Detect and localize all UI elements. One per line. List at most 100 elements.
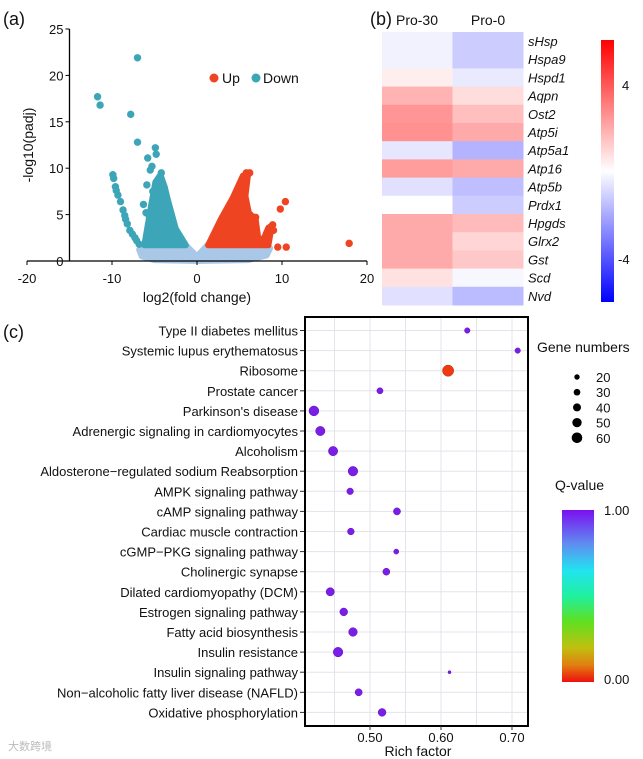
down-point [110, 174, 118, 183]
heatmap-col-label: Pro-0 [471, 12, 505, 28]
down-points-region [141, 171, 189, 249]
down-point [116, 197, 125, 206]
size-legend-label: 60 [596, 431, 610, 446]
heatmap-col-label: Pro-30 [396, 12, 438, 28]
size-legend-label: 20 [596, 370, 610, 385]
category-label: Dilated cardiomyopathy (DCM) [120, 585, 298, 600]
heatmap-cell [452, 177, 524, 197]
category-label: cGMP−PKG signaling pathway [120, 545, 299, 560]
size-legend-label: 30 [596, 385, 610, 400]
gene-label: Nvd [528, 289, 552, 304]
up-point [246, 169, 254, 177]
bubble-point [333, 647, 344, 658]
heatmap-cell [452, 86, 524, 106]
bubble-point [325, 587, 335, 597]
volcano-plot: 25 20 15 10 5 0 -20 -10 0 10 20 [18, 22, 375, 286]
bubble-point [447, 670, 452, 674]
panel-label-c: (c) [3, 322, 24, 342]
x-tick-label: -20 [18, 271, 37, 286]
plot-background [305, 317, 528, 726]
category-label: AMPK signaling pathway [154, 484, 298, 499]
down-point [114, 191, 122, 199]
up-point [269, 226, 278, 235]
y-tick-label: 10 [49, 161, 63, 176]
category-label: Cholinergic synapse [181, 565, 298, 580]
x-tick-label: -10 [103, 271, 122, 286]
gene-label: Hspa9 [528, 52, 566, 67]
down-point [143, 181, 151, 189]
heatmap-cell [382, 123, 453, 142]
up-point [250, 219, 258, 227]
down-point [133, 138, 142, 146]
bubble-point [514, 347, 521, 354]
colorbar-tick: -4 [618, 252, 630, 267]
category-label: Insulin signaling pathway [153, 665, 298, 680]
volcano-y-label: -log10(padj) [20, 108, 36, 183]
up-point [263, 229, 271, 237]
y-tick-label: 0 [56, 254, 63, 269]
gene-label: Hspd1 [528, 70, 566, 85]
heatmap-cell [452, 50, 524, 69]
category-label: Oxidative phosphorylation [148, 705, 298, 720]
gene-label: Ost2 [528, 107, 556, 122]
x-tick-label: 0.60 [428, 730, 453, 745]
heatmap-cell [382, 232, 453, 251]
panel-label-a: (a) [3, 9, 25, 29]
bubble-point [347, 527, 355, 536]
down-point [151, 144, 160, 152]
y-tick-label: 15 [49, 115, 63, 130]
down-point [157, 169, 165, 177]
up-point [251, 213, 260, 222]
category-label: Estrogen signaling pathway [139, 605, 298, 620]
down-point [152, 150, 160, 158]
down-point [135, 240, 143, 248]
up-point [345, 239, 353, 248]
heatmap-cell [382, 286, 453, 306]
x-tick-label: 10 [275, 271, 289, 286]
bubble-point [377, 708, 387, 717]
size-legend-marker [572, 417, 582, 428]
down-point [146, 166, 154, 174]
bubble-point [382, 567, 391, 576]
up-point [282, 243, 290, 251]
down-point [139, 200, 148, 209]
bubble-point [308, 405, 320, 417]
category-label: Prostate cancer [207, 384, 299, 399]
category-label: Parkinson's disease [183, 404, 298, 419]
size-legend-marker [573, 403, 581, 412]
up-point [268, 221, 277, 229]
q-value-colorbar [562, 510, 594, 682]
down-point [127, 110, 135, 119]
bubble-point [464, 327, 471, 334]
category-label: cAMP signaling pathway [157, 504, 299, 519]
gene-label: sHsp [528, 34, 558, 49]
q-legend-max: 1.00 [604, 503, 629, 518]
down-point [154, 177, 162, 185]
bubble-plot: Type II diabetes mellitus Systemic lupus … [40, 316, 529, 745]
gene-label: Atp16 [527, 161, 563, 176]
gene-label: Aqpn [527, 89, 558, 104]
q-legend-min: 0.00 [604, 672, 629, 687]
legend-up-label: Up [222, 70, 240, 86]
heatmap-cell [452, 141, 524, 160]
gene-label: Atp5a1 [527, 143, 569, 158]
heatmap-cell [452, 32, 524, 51]
watermark: 大数跨境 [8, 739, 52, 753]
bubble-point [393, 548, 400, 555]
heatmap-cell [452, 214, 524, 233]
heatmap-cell [382, 50, 453, 69]
gene-label: Hpgds [528, 216, 566, 231]
gene-label: Prdx1 [528, 198, 562, 213]
bubble-point [348, 627, 358, 637]
legend-down-marker [251, 73, 261, 83]
category-label: Aldosterone−regulated sodium Reabsorptio… [40, 464, 298, 479]
up-points-region [205, 171, 275, 249]
heatmap-cell [382, 68, 453, 88]
category-label: Non−alcoholic fatty liver disease (NAFLD… [57, 685, 298, 700]
category-label: Alcoholism [235, 444, 298, 459]
colorbar-tick: 4 [622, 78, 629, 93]
bubble-point [346, 487, 354, 495]
heatmap: sHsp Hspa9 Hspd1 Aqpn Ost2 Atp5i Atp5a1 Atp16 At… [382, 32, 569, 306]
size-legend-label: 40 [596, 400, 610, 415]
